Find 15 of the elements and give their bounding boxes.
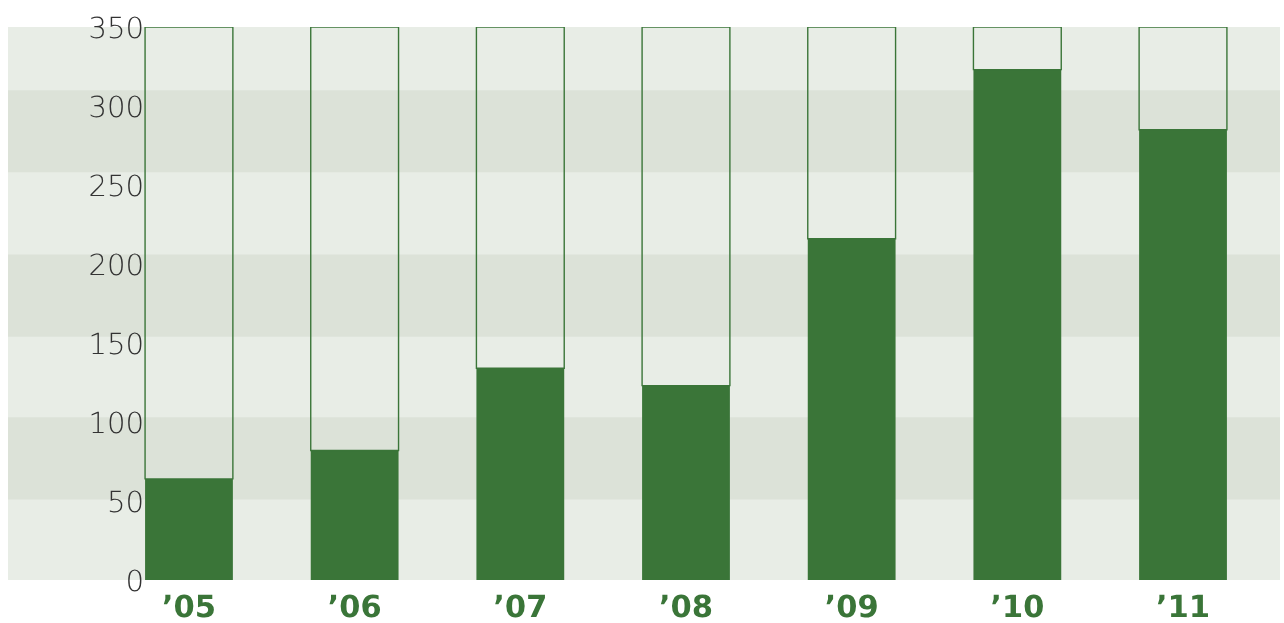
- x-tick-label: ’06: [329, 594, 381, 618]
- y-tick-label: 150: [91, 332, 142, 355]
- x-tick-label: ’08: [660, 594, 712, 618]
- x-tick-label: ’11: [1157, 594, 1208, 618]
- y-tick-label: 0: [128, 569, 142, 592]
- y-tick-label: 200: [90, 253, 142, 276]
- y-tick-label: 250: [90, 174, 142, 197]
- x-tick-label: ’10: [992, 594, 1043, 618]
- y-tick-label: 50: [109, 490, 142, 513]
- y-tick-label: 300: [90, 95, 142, 118]
- x-tick-label: ’07: [495, 594, 545, 618]
- y-tick-label: 100: [91, 411, 142, 434]
- y-tick-label: 350: [90, 16, 142, 39]
- x-tick-label: ’05: [163, 594, 214, 618]
- x-tick-label: ’09: [826, 594, 877, 618]
